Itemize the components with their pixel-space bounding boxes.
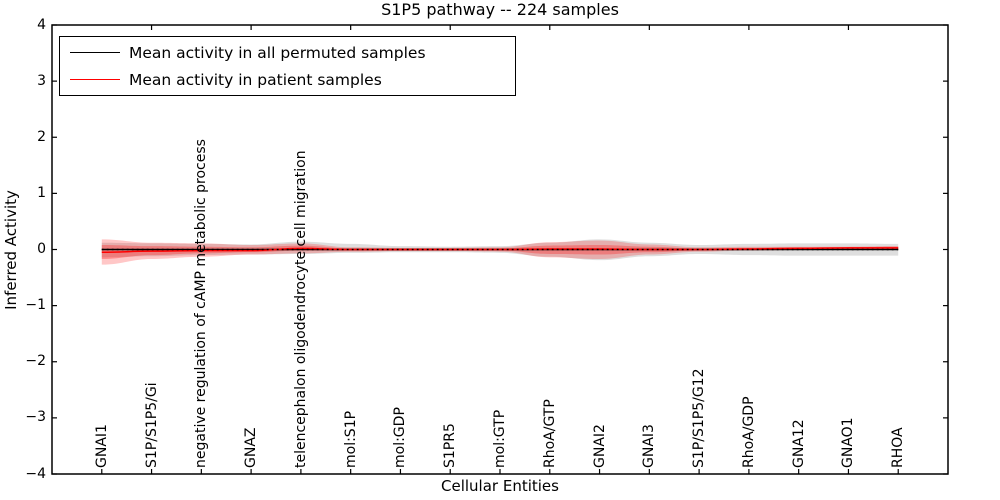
- x-category-label: GNAI1: [93, 424, 110, 468]
- x-category-label: mol:GDP: [392, 407, 409, 468]
- legend-entry-permuted: Mean activity in all permuted samples: [60, 40, 515, 66]
- x-category-label: GNA12: [790, 419, 807, 468]
- y-tick-label: −4: [25, 465, 46, 482]
- legend-entry-patient: Mean activity in patient samples: [60, 67, 515, 93]
- x-category-label: GNAO1: [840, 417, 857, 468]
- x-category-label: GNAI2: [591, 424, 608, 468]
- y-tick-label: 4: [37, 16, 46, 33]
- legend-line-sample-black: [70, 52, 120, 53]
- y-tick-label: 1: [37, 184, 46, 201]
- x-category-label: negative regulation of cAMP metabolic pr…: [193, 139, 210, 468]
- y-tick-label: −3: [25, 409, 46, 426]
- x-axis-title: Cellular Entities: [441, 477, 559, 495]
- legend: Mean activity in all permuted samples Me…: [59, 36, 516, 96]
- legend-label-permuted: Mean activity in all permuted samples: [129, 43, 426, 62]
- x-category-label: RhoA/GDP: [740, 396, 757, 468]
- legend-line-sample-red: [70, 79, 120, 80]
- series-line-1: [101, 247, 899, 254]
- y-tick-label: −1: [25, 297, 46, 314]
- x-category-label: GNAI3: [641, 424, 658, 468]
- x-category-label: S1P/S1P5/G12: [691, 368, 708, 468]
- y-tick-label: 3: [37, 72, 46, 89]
- x-category-label: GNAZ: [243, 427, 260, 469]
- chart-title: S1P5 pathway -- 224 samples: [381, 0, 619, 19]
- y-tick-label: −2: [25, 353, 46, 370]
- x-category-label: mol:GTP: [492, 409, 508, 468]
- y-tick-label: 0: [37, 241, 46, 257]
- x-category-label: S1P/S1P5/Gi: [143, 382, 160, 468]
- x-category-label: RHOA: [890, 427, 907, 468]
- legend-label-patient: Mean activity in patient samples: [129, 70, 382, 89]
- x-category-label: mol:S1P: [342, 410, 359, 468]
- band-patient-samples-spread-outer: [101, 239, 899, 265]
- x-category-label: telencephalon oligodendrocyte cell migra…: [292, 150, 309, 468]
- x-category-label: S1PR5: [442, 423, 459, 468]
- y-tick-label: 2: [37, 128, 46, 145]
- x-category-label: RhoA/GTP: [541, 399, 558, 468]
